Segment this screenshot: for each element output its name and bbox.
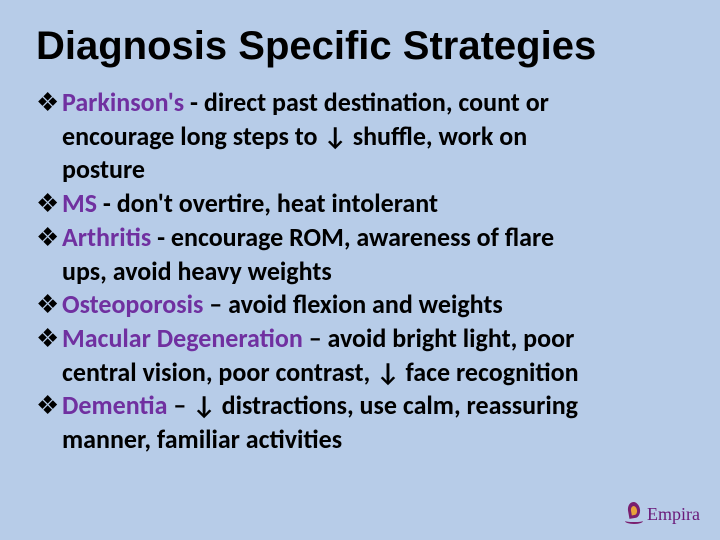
bullet-continuation: ups, avoid heavy weights — [36, 256, 684, 288]
diamond-bullet-icon: ❖ — [36, 323, 62, 355]
separator: – — [168, 389, 193, 421]
flame-icon — [625, 502, 643, 526]
diamond-bullet-icon: ❖ — [36, 289, 62, 321]
swoosh-icon — [625, 518, 643, 524]
diagnosis-term: Dementia — [62, 389, 168, 421]
diamond-bullet-icon: ❖ — [36, 188, 62, 220]
bullet-continuation: manner, familiar activities — [36, 424, 684, 456]
separator: – — [303, 322, 328, 354]
empira-logo: Empira — [625, 502, 700, 526]
separator: – — [203, 288, 228, 320]
bullet-continuation: posture — [36, 154, 684, 186]
bullet-item: ❖ Arthritis - encourage ROM, awareness o… — [36, 222, 684, 254]
diagnosis-term: Parkinson's — [62, 86, 184, 118]
bullet-item: ❖ Parkinson's - direct past destination,… — [36, 87, 684, 119]
bullet-item: ❖ Dementia – ↓ distractions, use calm, r… — [36, 390, 684, 422]
logo-text: Empira — [647, 505, 700, 523]
bullet-item: ❖ Macular Degeneration – avoid bright li… — [36, 323, 684, 355]
bullet-continuation: encourage long steps to ↓ shuffle, work … — [36, 121, 684, 153]
diamond-bullet-icon: ❖ — [36, 87, 62, 119]
strategy-text: avoid bright light, poor — [328, 322, 575, 354]
strategy-text: encourage ROM, awareness of flare — [171, 221, 554, 253]
strategy-text: direct past destination, count or — [204, 86, 549, 118]
bullet-text: Arthritis - encourage ROM, awareness of … — [62, 222, 684, 254]
bullet-item: ❖ Osteoporosis – avoid flexion and weigh… — [36, 289, 684, 321]
diagnosis-term: Arthritis — [62, 221, 151, 253]
strategy-text: don't overtire, heat intolerant — [117, 187, 438, 219]
separator: - — [151, 221, 171, 253]
diagnosis-term: MS — [62, 187, 97, 219]
slide: Diagnosis Specific Strategies ❖ Parkinso… — [0, 0, 720, 540]
diamond-bullet-icon: ❖ — [36, 222, 62, 254]
diagnosis-term: Macular Degeneration — [62, 322, 303, 354]
separator: - — [184, 86, 204, 118]
separator: - — [97, 187, 117, 219]
diagnosis-term: Osteoporosis — [62, 288, 203, 320]
strategy-text: avoid flexion and weights — [228, 288, 503, 320]
bullet-text: Macular Degeneration – avoid bright ligh… — [62, 323, 684, 355]
slide-title: Diagnosis Specific Strategies — [36, 24, 684, 69]
bullet-text: Dementia – ↓ distractions, use calm, rea… — [62, 390, 684, 422]
bullet-text: Osteoporosis – avoid flexion and weights — [62, 289, 684, 321]
bullet-text: MS - don't overtire, heat intolerant — [62, 188, 684, 220]
slide-content: ❖ Parkinson's - direct past destination,… — [36, 87, 684, 456]
strategy-text: ↓ distractions, use calm, reassuring — [192, 389, 578, 421]
diamond-bullet-icon: ❖ — [36, 390, 62, 422]
bullet-item: ❖ MS - don't overtire, heat intolerant — [36, 188, 684, 220]
bullet-text: Parkinson's - direct past destination, c… — [62, 87, 684, 119]
bullet-continuation: central vision, poor contrast, ↓ face re… — [36, 357, 684, 389]
